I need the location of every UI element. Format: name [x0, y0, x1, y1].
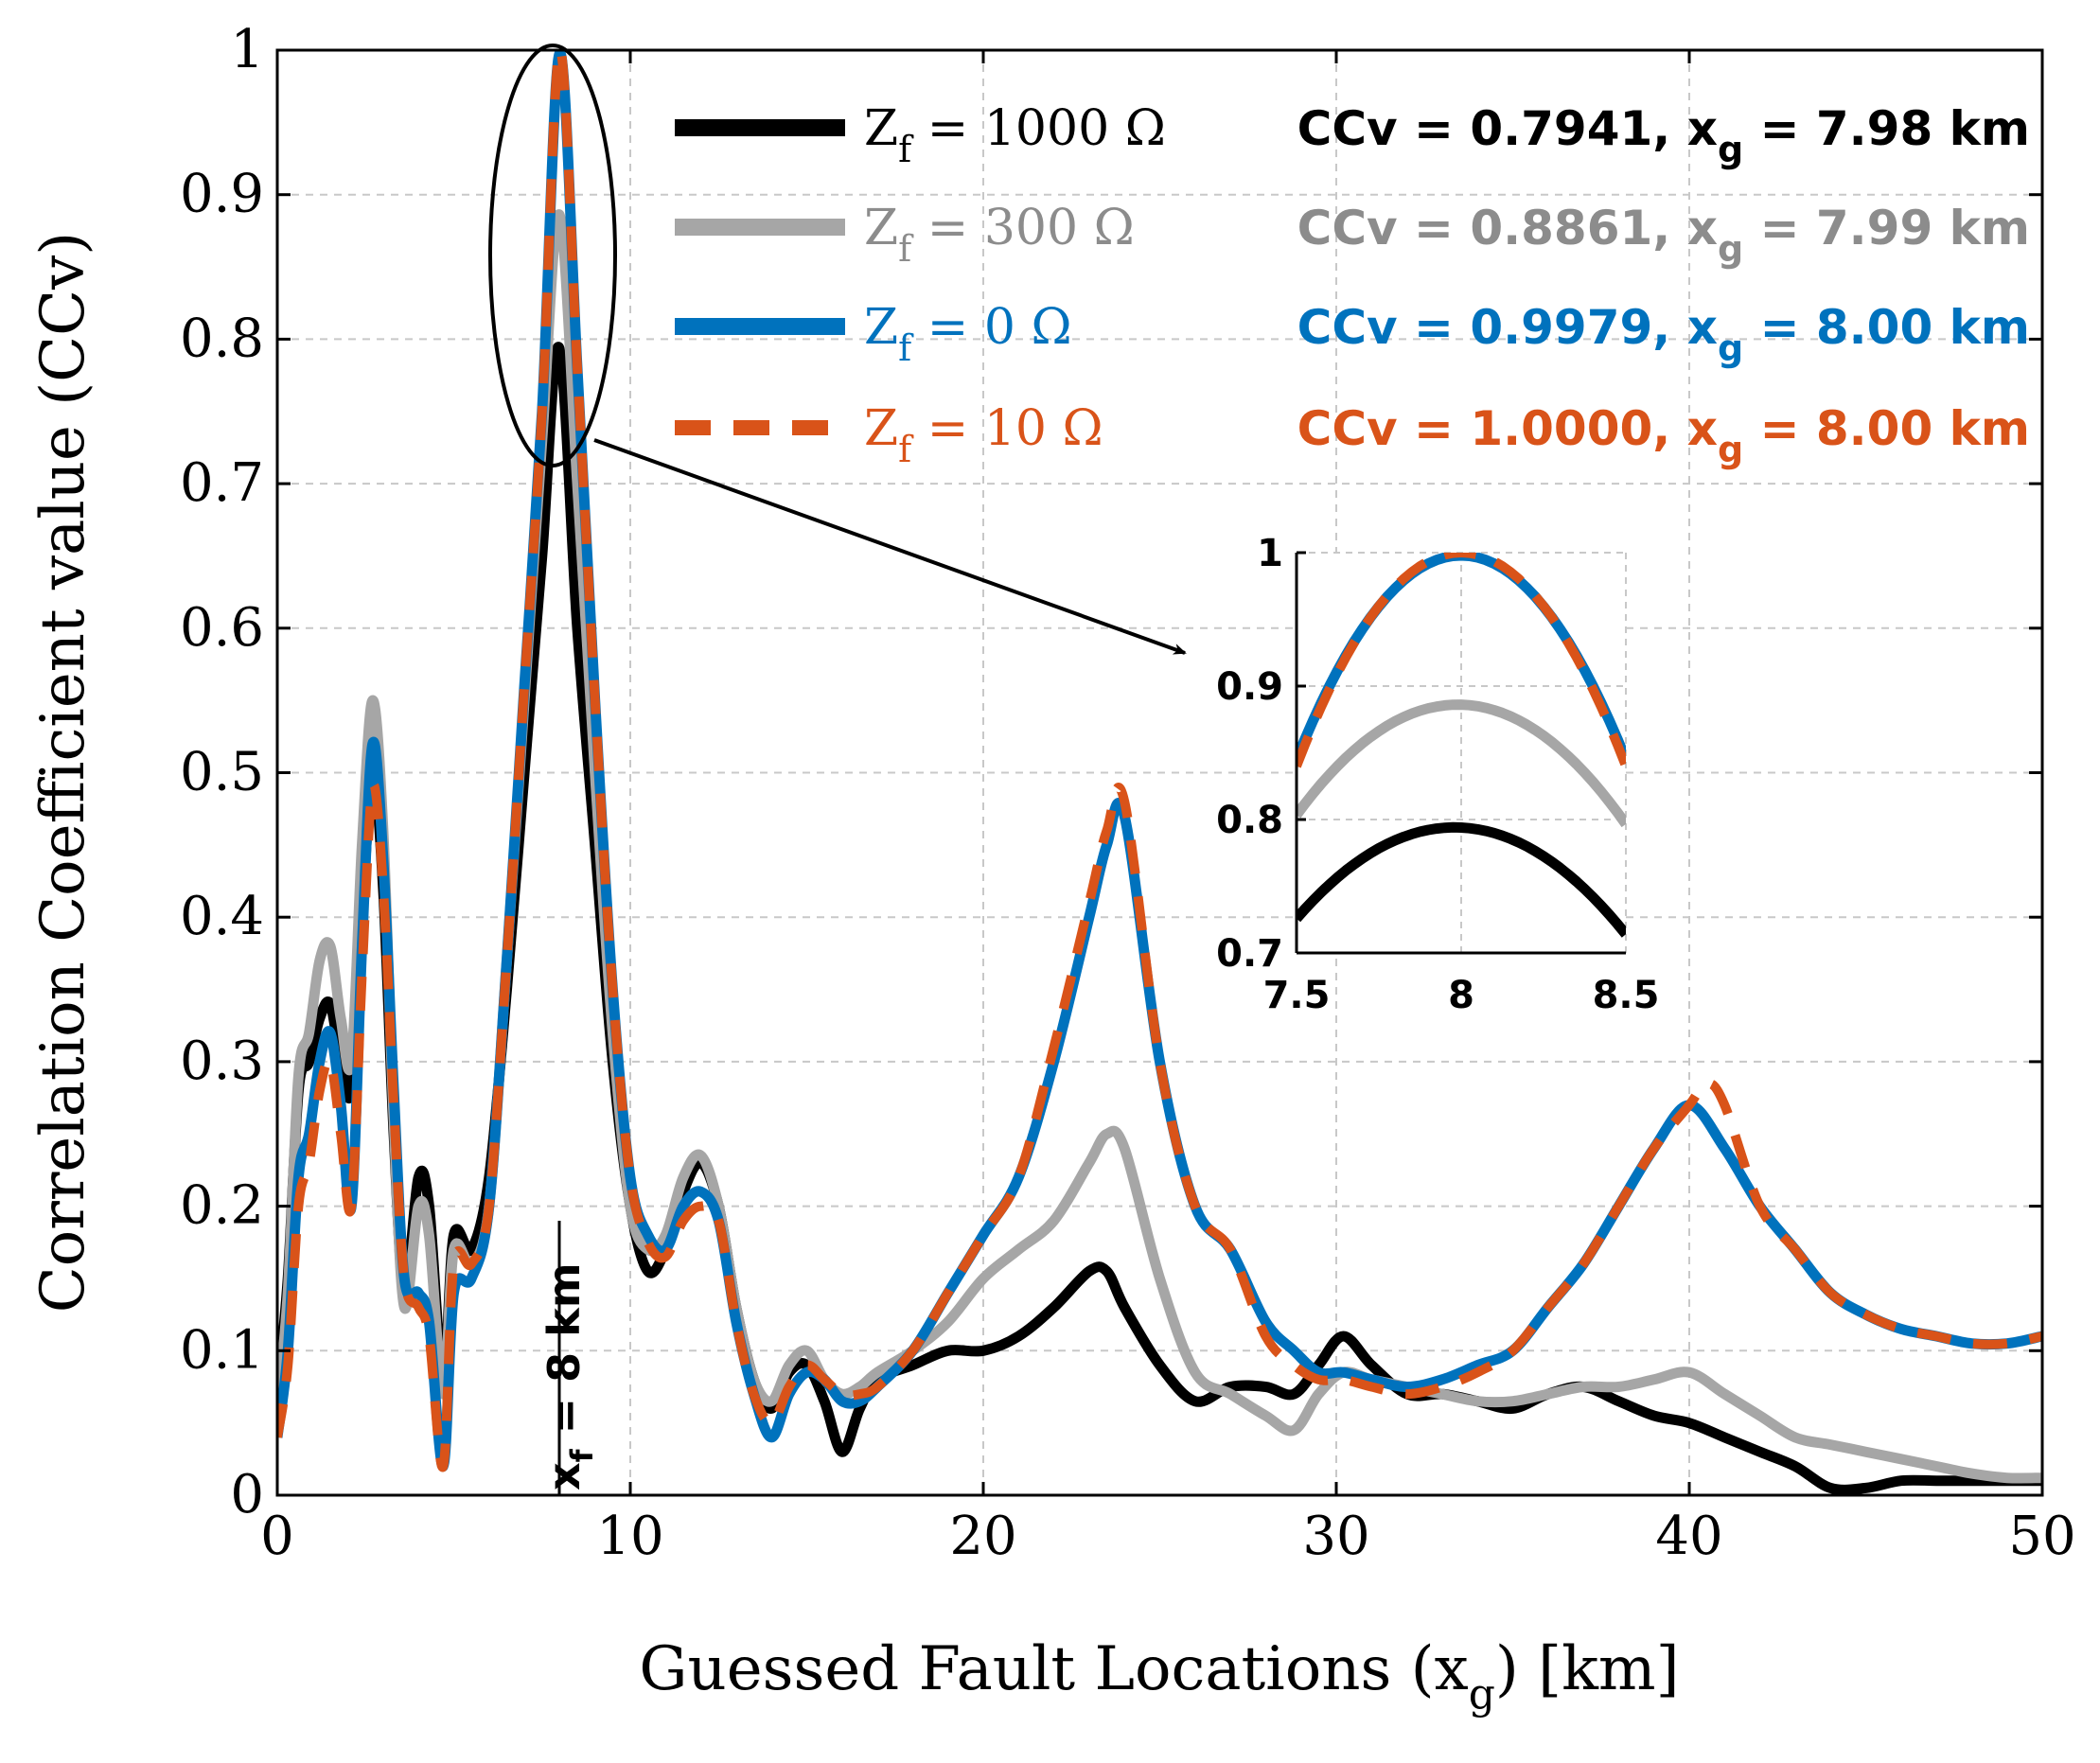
- legend-label-z-f-1000: Zf = 1000 Ω: [864, 100, 1166, 170]
- inset-x-tick-label: 8: [1448, 974, 1474, 1017]
- x-tick-label: 30: [1302, 1506, 1369, 1567]
- inset-y-tick-label: 0.7: [1216, 932, 1283, 976]
- legend-result-z-f-1000: CCv = 0.7941, xg = 7.98 km: [1297, 101, 2030, 170]
- x-axis-label: Guessed Fault Locations (xg) [km]: [639, 1634, 1679, 1719]
- y-tick-label: 0.7: [180, 452, 264, 514]
- zoom-ellipse: [488, 44, 617, 467]
- legend-result-z-f-0: CCv = 0.9979, xg = 8.00 km: [1297, 300, 2030, 369]
- series-line-z-f-0: [277, 50, 2042, 1472]
- legend-label-z-f-10: Zf = 10 Ω: [864, 400, 1103, 470]
- inset-curve-z-f-1000: [1297, 821, 1626, 938]
- legend-result-z-f-10: CCv = 1.0000, xg = 8.00 km: [1297, 401, 2030, 470]
- zoom-arrow: [593, 438, 1187, 655]
- legend: Zf = 1000 Ω CCv = 0.7941, xg = 7.98 km Zf …: [675, 100, 2030, 470]
- inset-x-tick-label: 7.5: [1263, 974, 1331, 1017]
- y-tick-label: 0.4: [180, 886, 264, 947]
- x-tick-label: 20: [949, 1506, 1016, 1567]
- x-tick-label: 0: [260, 1506, 294, 1567]
- main-ticks: 0 10 20 30 40 50 0 0.1 0.2 0.3 0.4 0.5 0.6 0.7 0.8 0.9 1: [180, 19, 2076, 1567]
- y-tick-label: 0.3: [180, 1031, 264, 1092]
- x-tick-label: 50: [2008, 1506, 2075, 1567]
- y-tick-label: 0.6: [180, 597, 264, 659]
- y-tick-label: 0.9: [180, 164, 264, 225]
- inset-y-tick-label: 0.9: [1216, 665, 1283, 709]
- y-tick-label: 0.1: [180, 1319, 264, 1381]
- inset-y-tick-label: 1: [1257, 532, 1283, 575]
- x-tick-label: 40: [1655, 1506, 1722, 1567]
- legend-result-z-f-300: CCv = 0.8861, xg = 7.99 km: [1297, 201, 2030, 270]
- legend-label-z-f-300: Zf = 300 Ω: [864, 200, 1135, 270]
- inset-y-tick-label: 0.8: [1216, 799, 1283, 842]
- y-axis-label: Correlation Coefficient value (CCv): [28, 232, 98, 1313]
- inset-x-tick-label: 8.5: [1593, 974, 1660, 1017]
- inset-curve-z-f-10: [1297, 553, 1626, 768]
- y-tick-label: 1: [230, 19, 264, 80]
- series-line-z-f-10: [277, 50, 2042, 1472]
- inset-ticks: 7.5 8 8.5 0.7 0.8 0.9 1: [1216, 532, 1659, 1017]
- main-series-group: [277, 50, 2042, 1495]
- x-tick-label: 10: [596, 1506, 663, 1567]
- y-tick-label: 0.5: [180, 742, 264, 803]
- inset-series-group: [1297, 553, 1626, 938]
- fault-marker-label: xf = 8 km: [538, 1262, 600, 1490]
- y-tick-label: 0.8: [180, 308, 264, 369]
- legend-label-z-f-0: Zf = 0 Ω: [864, 299, 1072, 369]
- inset-curve-z-f-300: [1297, 699, 1626, 828]
- y-tick-label: 0: [230, 1464, 264, 1525]
- y-tick-label: 0.2: [180, 1175, 264, 1237]
